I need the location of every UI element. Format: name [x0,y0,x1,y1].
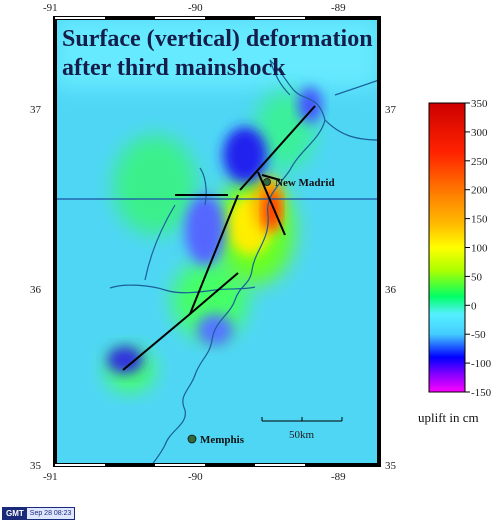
axis-labels: -91 -90 -89 -91 -90 -89 37 36 35 37 36 3… [30,2,397,483]
x-tick-bottom-2: -90 [188,471,203,483]
colorbar-tick-label: 250 [471,156,488,168]
y-tick-right-2: 36 [385,284,397,296]
city-memphis: Memphis [187,434,245,446]
x-tick-top-1: -91 [43,2,58,14]
deformation-field [55,18,379,465]
memphis-marker [187,434,197,444]
x-tick-bottom-1: -91 [43,471,58,483]
scale-bar [261,417,343,422]
city-new-madrid: New Madrid [263,177,335,189]
colorbar-tick-label: -150 [471,387,492,399]
map-frame [53,16,381,467]
colorbar-tick-label: 100 [471,243,488,255]
gmt-timestamp: GMT Sep 28 08:23 [2,507,76,520]
y-tick-right-1: 37 [385,104,397,116]
colorbar-tick-label: 200 [471,185,488,197]
gmt-date: Sep 28 08:23 [26,508,75,519]
y-tick-left-1: 37 [30,104,42,116]
colorbar-tick-label: 350 [471,98,488,110]
map-title-line-1: Surface (vertical) deformation [62,26,373,52]
colorbar-gradient [428,102,466,393]
y-tick-left-3: 35 [30,460,42,472]
x-tick-top-3: -89 [331,2,346,14]
memphis-label: Memphis [200,434,245,446]
colorbar-tick-label: -100 [471,358,492,370]
scale-bar-label: 50km [289,429,315,441]
rivers [109,59,379,465]
x-tick-bottom-3: -89 [331,471,346,483]
new-madrid-label: New Madrid [275,177,335,189]
colorbar-tick-label: -50 [471,329,486,341]
new-madrid-marker [263,178,271,186]
map-title-line-2: after third mainshock [62,55,286,81]
colorbar-caption: uplift in cm [418,410,479,425]
colorbar-tick-label: 300 [471,127,488,139]
y-tick-left-2: 36 [30,284,42,296]
colorbar-tick-label: 0 [471,300,477,312]
x-tick-top-2: -90 [188,2,203,14]
colorbar: 350 300 250 200 150 100 50 0 -50 -100 -150 [428,98,492,399]
colorbar-tick-label: 150 [471,214,488,226]
frame-ticks [55,17,305,466]
fault-segments [122,105,316,371]
y-tick-right-3: 35 [385,460,397,472]
gmt-logo: GMT [3,508,27,519]
colorbar-tick-label: 50 [471,271,483,283]
